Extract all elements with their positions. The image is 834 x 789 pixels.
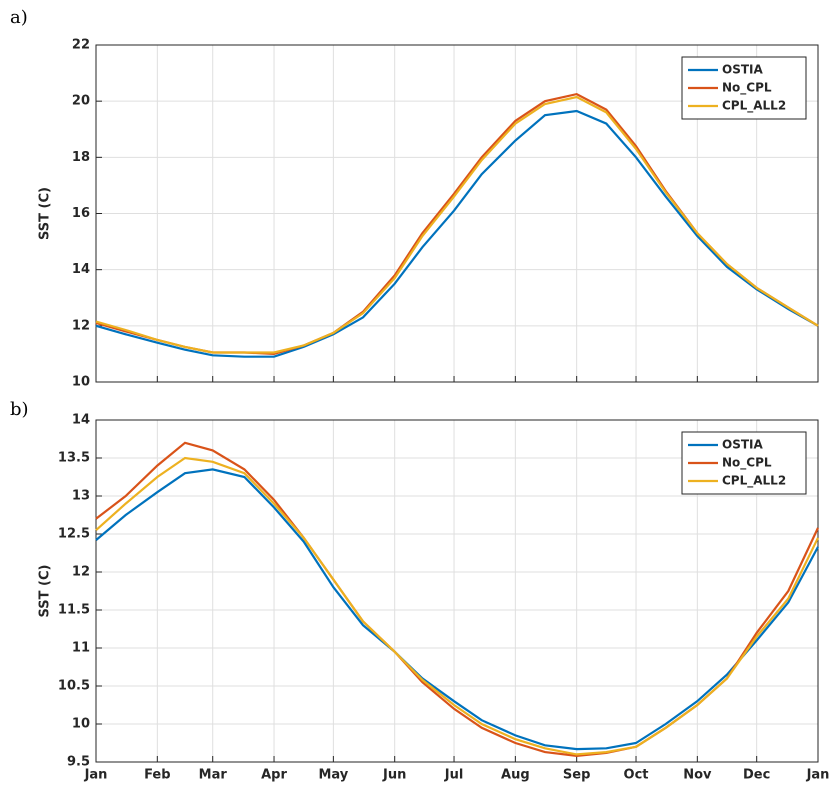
x-tick-label: Feb	[144, 768, 170, 783]
y-tick-label: 16	[72, 206, 90, 221]
series-line	[95, 95, 819, 354]
y-tick-label: 12	[72, 565, 90, 580]
y-tick-label: 10.5	[58, 679, 90, 694]
legend-label: OSTIA	[722, 438, 763, 452]
x-tick-label: Jan	[806, 768, 830, 783]
y-tick-label: 10	[72, 375, 90, 390]
legend-label: CPL_ALL2	[722, 474, 786, 489]
x-tick-label: Mar	[199, 768, 228, 783]
axes-box	[95, 44, 819, 383]
y-tick-label: 20	[72, 94, 90, 109]
y-tick-label: 10	[72, 717, 90, 732]
y-tick-label: 18	[72, 150, 90, 165]
y-tick-label: 11.5	[58, 603, 90, 618]
y-tick-label: 12.5	[58, 527, 90, 542]
x-tick-label: Sep	[563, 768, 591, 783]
axes-box	[95, 419, 819, 763]
y-tick-label: 13	[72, 489, 90, 504]
y-tick-label: 14	[72, 262, 90, 277]
x-tick-label: Jan	[84, 768, 108, 783]
legend-label: No_CPL	[722, 456, 772, 471]
y-tick-label: 22	[72, 38, 90, 53]
series-line	[95, 456, 819, 756]
legend-label: OSTIA	[722, 63, 763, 77]
legend-label: No_CPL	[722, 81, 772, 96]
y-tick-label: 11	[72, 641, 90, 656]
panel-label: a)	[10, 7, 28, 28]
x-tick-label: May	[318, 768, 348, 783]
x-tick-label: Oct	[624, 768, 649, 783]
y-axis-label: SST (C)	[38, 565, 53, 618]
x-tick-label: Jul	[444, 768, 464, 783]
series-line	[95, 109, 819, 358]
y-tick-label: 14	[72, 413, 90, 428]
series-line	[95, 468, 819, 751]
x-tick-label: Nov	[683, 768, 712, 783]
x-tick-label: Jun	[382, 768, 406, 783]
x-tick-label: Aug	[501, 768, 530, 783]
y-axis-label: SST (C)	[38, 187, 53, 240]
x-tick-label: Dec	[743, 768, 770, 783]
legend-label: CPL_ALL2	[722, 99, 786, 114]
panel-label: b)	[10, 399, 29, 420]
y-tick-label: 12	[72, 318, 90, 333]
y-tick-label: 13.5	[58, 451, 90, 466]
x-tick-label: Apr	[261, 768, 287, 783]
y-tick-label: 9.5	[67, 755, 90, 770]
